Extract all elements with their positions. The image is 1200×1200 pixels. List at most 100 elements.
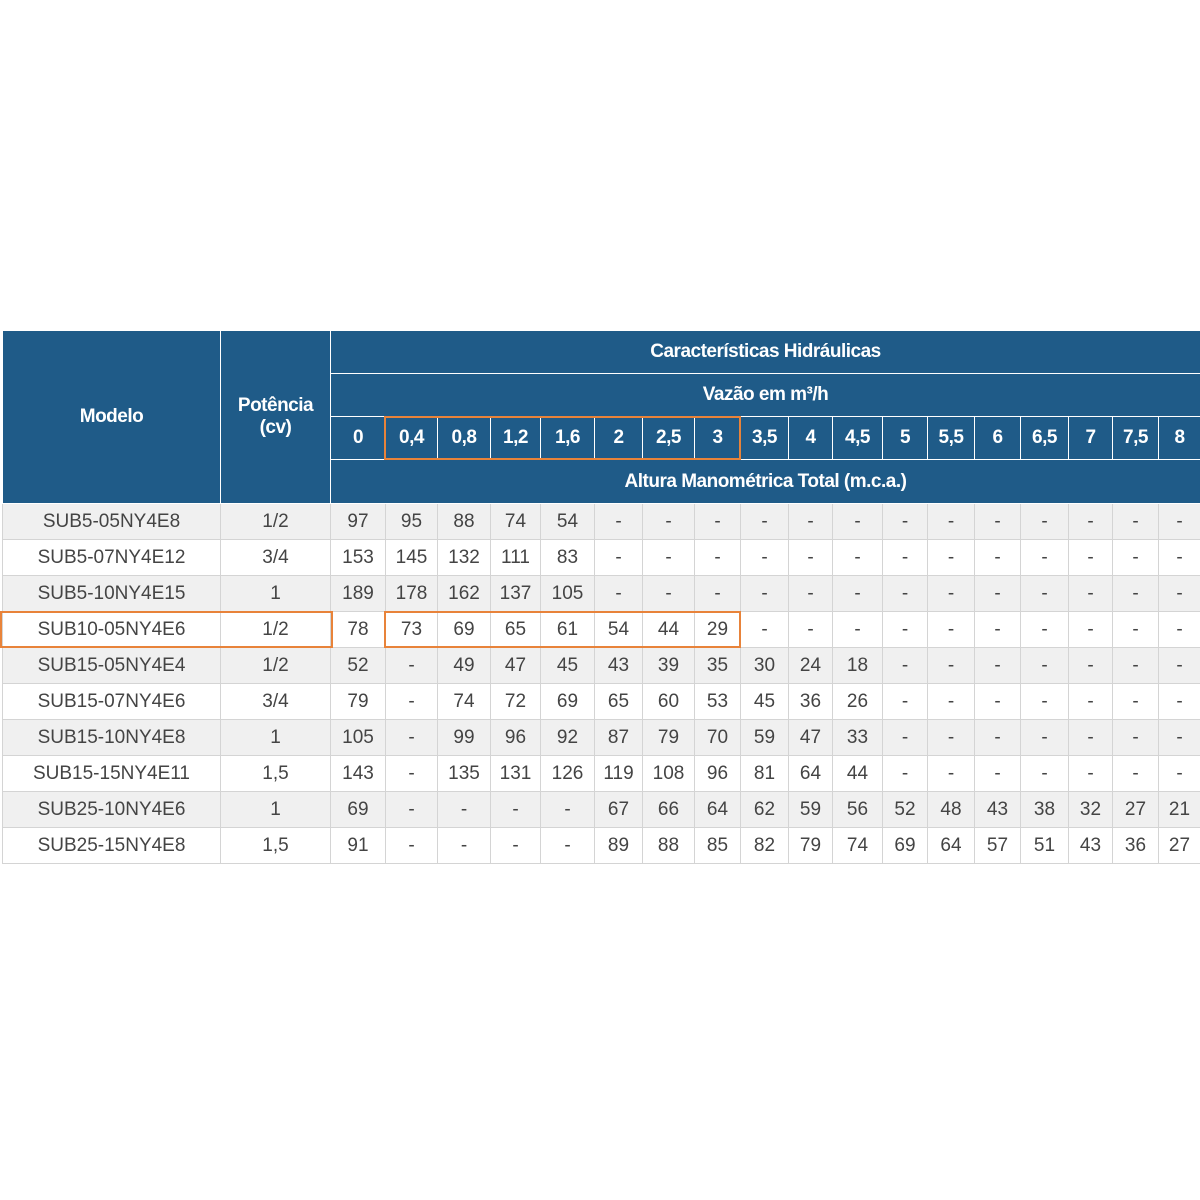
- head-cell: -: [740, 539, 789, 576]
- head-cell: 69: [437, 611, 491, 648]
- head-cell: -: [1112, 539, 1159, 576]
- head-cell: -: [788, 575, 833, 612]
- head-cell: 62: [740, 791, 789, 828]
- model-cell: SUB5-10NY4E15: [2, 575, 221, 612]
- head-cell: 96: [490, 719, 541, 756]
- model-cell: SUB15-10NY4E8: [2, 719, 221, 756]
- head-cell: -: [1158, 755, 1200, 792]
- head-cell: 21: [1158, 791, 1200, 828]
- head-cell: -: [1020, 611, 1069, 648]
- head-cell: 162: [437, 575, 491, 612]
- head-label: Altura Manométrica Total (m.c.a.): [330, 459, 1200, 504]
- flow-header: 0,4: [385, 416, 438, 460]
- flow-label: Vazão em m³/h: [330, 373, 1200, 417]
- head-cell: -: [974, 539, 1021, 576]
- power-cell: 1: [220, 719, 331, 756]
- model-cell: SUB15-15NY4E11: [2, 755, 221, 792]
- head-cell: -: [437, 791, 491, 828]
- head-cell: 61: [540, 611, 595, 648]
- head-cell: -: [832, 503, 883, 540]
- head-cell: 178: [385, 575, 438, 612]
- head-cell: -: [927, 683, 975, 720]
- head-cell: 87: [594, 719, 643, 756]
- head-cell: -: [385, 791, 438, 828]
- head-cell: 57: [974, 827, 1021, 864]
- head-cell: 69: [330, 791, 386, 828]
- table-row: SUB15-07NY4E6 3/4 79-74 72 69 65 60 53 45 36 26- - -…: [2, 683, 1200, 720]
- table-row: SUB15-05NY4E4 1/2 52-49 47 45 43 39 35 30 24 18- - -…: [2, 647, 1200, 684]
- head-cell: 45: [540, 647, 595, 684]
- head-cell: 143: [330, 755, 386, 792]
- head-cell: -: [1112, 575, 1159, 612]
- head-cell: -: [642, 539, 695, 576]
- head-cell: -: [642, 503, 695, 540]
- head-cell: 32: [1068, 791, 1113, 828]
- head-cell: -: [882, 647, 928, 684]
- head-cell: -: [1158, 611, 1200, 648]
- head-cell: -: [642, 575, 695, 612]
- head-cell: 43: [974, 791, 1021, 828]
- head-cell: -: [594, 575, 643, 612]
- model-cell: SUB15-07NY4E6: [2, 683, 221, 720]
- head-cell: -: [594, 539, 643, 576]
- head-cell: 26: [832, 683, 883, 720]
- head-cell: 88: [437, 503, 491, 540]
- head-cell: -: [694, 575, 741, 612]
- flow-header: 8: [1158, 416, 1200, 460]
- head-cell: 79: [642, 719, 695, 756]
- head-cell: -: [1158, 539, 1200, 576]
- flow-header: 4: [788, 416, 833, 460]
- head-cell: -: [927, 611, 975, 648]
- flow-header: 3,5: [740, 416, 789, 460]
- head-cell: -: [385, 647, 438, 684]
- head-cell: -: [1112, 683, 1159, 720]
- power-cell: 1/2: [220, 503, 331, 540]
- head-cell: -: [1020, 683, 1069, 720]
- head-cell: 91: [330, 827, 386, 864]
- head-cell: -: [1020, 539, 1069, 576]
- head-cell: -: [1068, 575, 1113, 612]
- head-cell: -: [1020, 719, 1069, 756]
- head-cell: -: [1158, 719, 1200, 756]
- model-cell: SUB5-07NY4E12: [2, 539, 221, 576]
- head-cell: -: [1112, 647, 1159, 684]
- model-cell: SUB5-05NY4E8: [2, 503, 221, 540]
- flow-header: 4,5: [832, 416, 883, 460]
- head-cell: -: [927, 755, 975, 792]
- head-cell: 27: [1158, 827, 1200, 864]
- head-cell: -: [788, 611, 833, 648]
- head-cell: 153: [330, 539, 386, 576]
- power-cell: 1,5: [220, 827, 331, 864]
- head-cell: -: [1158, 683, 1200, 720]
- head-cell: -: [1068, 719, 1113, 756]
- head-cell: -: [385, 683, 438, 720]
- head-cell: -: [1020, 503, 1069, 540]
- head-cell: 64: [788, 755, 833, 792]
- head-cell: -: [594, 503, 643, 540]
- head-cell: 82: [740, 827, 789, 864]
- head-cell: 74: [490, 503, 541, 540]
- table-row: SUB5-05NY4E8 1/2 97 95 88 74 54- - - - - - - - - - - - -: [2, 503, 1200, 540]
- head-cell: -: [437, 827, 491, 864]
- head-cell: 54: [540, 503, 595, 540]
- head-cell: -: [1158, 647, 1200, 684]
- head-cell: -: [882, 539, 928, 576]
- head-cell: 33: [832, 719, 883, 756]
- head-cell: 49: [437, 647, 491, 684]
- head-cell: 59: [788, 791, 833, 828]
- head-cell: 95: [385, 503, 438, 540]
- head-cell: -: [740, 611, 789, 648]
- head-cell: -: [882, 575, 928, 612]
- flow-header: 2: [594, 416, 643, 460]
- head-cell: -: [540, 827, 595, 864]
- head-cell: -: [740, 575, 789, 612]
- table-row: SUB25-10NY4E6 1 69- - - -67 66 64 62 59 56 52 48 43 38…: [2, 791, 1200, 828]
- head-cell: 66: [642, 791, 695, 828]
- power-cell: 3/4: [220, 539, 331, 576]
- head-cell: -: [385, 827, 438, 864]
- head-cell: 43: [594, 647, 643, 684]
- head-cell: -: [1068, 503, 1113, 540]
- head-cell: -: [1112, 755, 1159, 792]
- head-cell: 67: [594, 791, 643, 828]
- model-cell: SUB10-05NY4E6: [2, 611, 221, 648]
